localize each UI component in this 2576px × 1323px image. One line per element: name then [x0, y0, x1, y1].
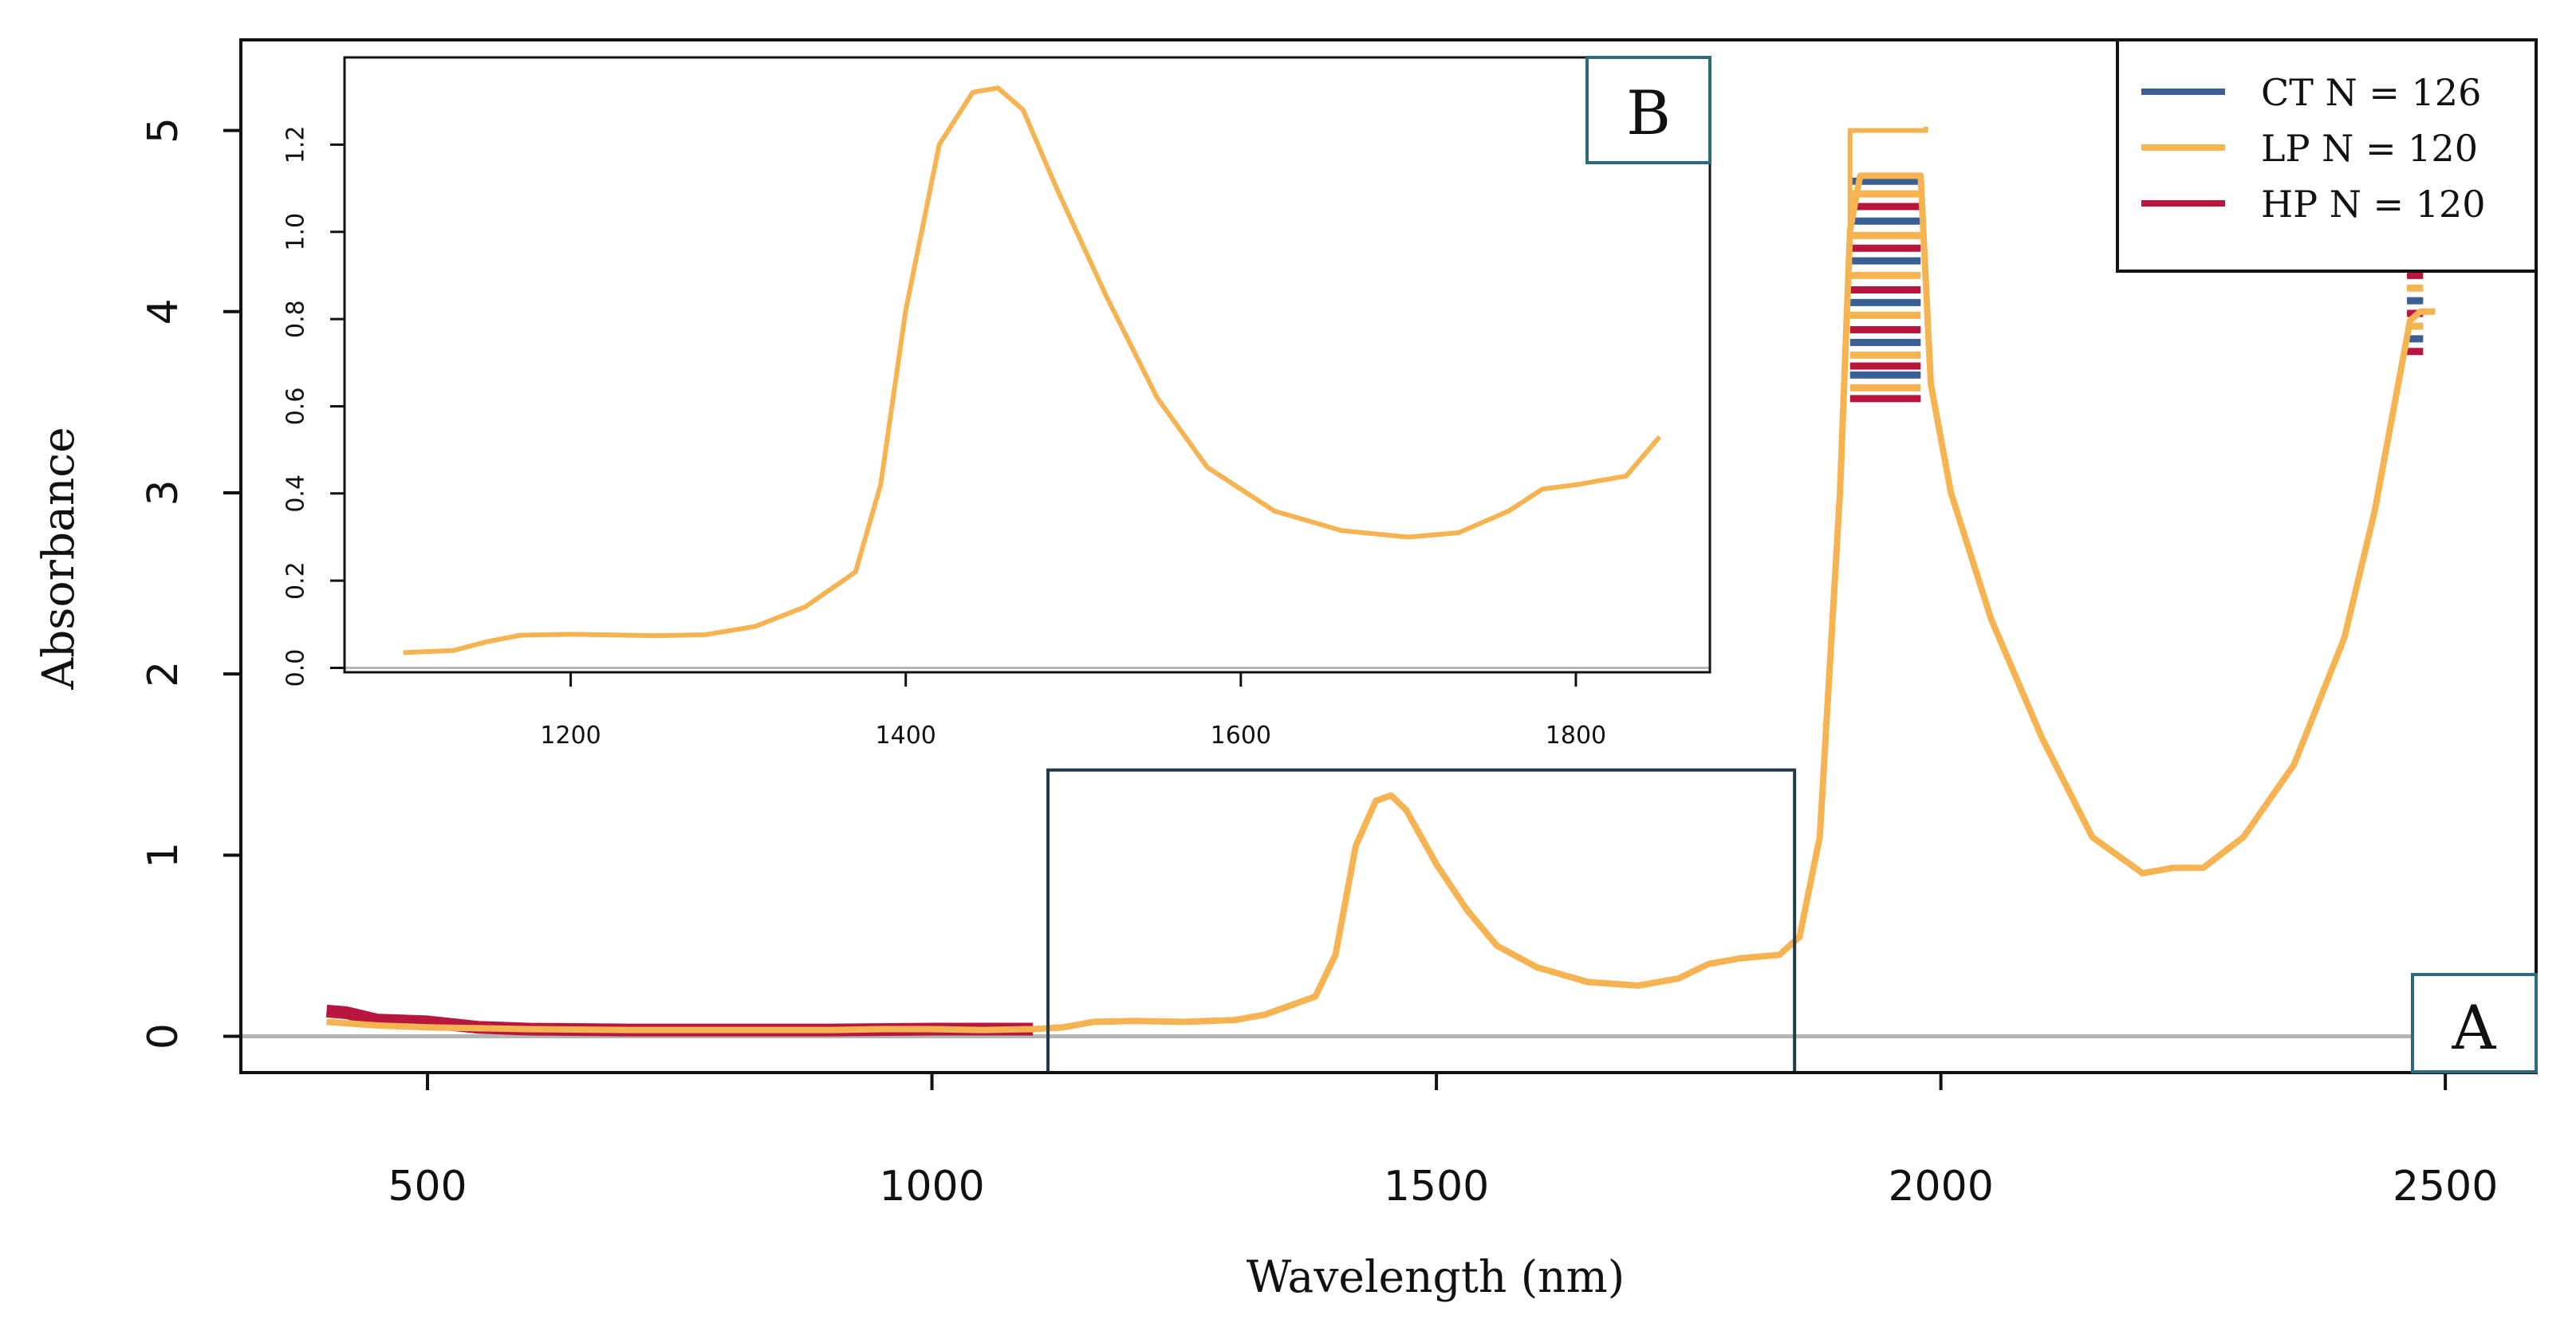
inset-x-tick-label: 1600: [1211, 722, 1271, 750]
inset-y-tick-label: 1.0: [282, 213, 310, 251]
zoom-region-box: [1046, 768, 1797, 1074]
panel-label-b: B: [1585, 56, 1711, 164]
x-tick-label: 2500: [2393, 1163, 2498, 1211]
inset-y-axis: 0.0 0.2 0.4 0.6 0.8 1.0 1.2: [282, 126, 345, 687]
main-absorbance-bands: [1847, 127, 2424, 403]
lp-top-trace: [1847, 127, 1928, 239]
main-x-axis-label: Wavelength (nm): [1247, 1251, 1625, 1302]
inset-x-tick-label: 1800: [1546, 722, 1606, 750]
y-tick-label: 0: [140, 1023, 187, 1049]
main-plot-frame: [239, 38, 2538, 1074]
x-tick-label: 1500: [1384, 1163, 1489, 1211]
inset-x-tick-label: 1400: [876, 722, 936, 750]
y-tick-label: 4: [140, 298, 187, 325]
legend: CT N = 126 LP N = 120 HP N = 120: [2116, 38, 2538, 273]
inset-y-tick-label: 0.0: [282, 649, 310, 687]
main-y-axis: 0 1 2 3 4 5: [140, 117, 241, 1049]
x-tick-label: 500: [388, 1163, 467, 1211]
x-tick-label: 1000: [879, 1163, 984, 1211]
inset-y-tick-label: 0.8: [282, 300, 310, 338]
y-tick-label: 5: [140, 117, 187, 144]
series-line-lp: [326, 172, 2436, 1034]
main-plot: 500 1000 1500 2000 2500 0 1 2 3 4 5 Wavelength (n…: [33, 38, 2538, 1302]
panel-label-b-text: B: [1626, 77, 1671, 148]
main-x-axis: 500 1000 1500 2000 2500: [388, 1073, 2498, 1211]
panel-label-a-text: A: [2452, 992, 2497, 1063]
legend-label: CT N = 126: [2261, 71, 2481, 114]
legend-label: HP N = 120: [2261, 183, 2486, 226]
y-tick-label: 3: [140, 479, 187, 506]
main-y-axis-label: Absorbance: [33, 427, 84, 690]
inset-y-tick-label: 1.2: [282, 126, 310, 164]
inset-y-tick-label: 0.4: [282, 474, 310, 513]
inset-y-tick-label: 0.6: [282, 388, 310, 426]
inset-plot: 1200 1400 1600 1800 0.0 0.2 0.4 0.6 0.8 1.0 1.2 B: [282, 56, 1711, 750]
inset-series-line: [403, 85, 1662, 656]
inset-x-axis: 1200 1400 1600 1800: [540, 672, 1606, 750]
inset-frame: [343, 56, 1711, 674]
inset-y-tick-label: 0.2: [282, 561, 310, 600]
panel-label-a: A: [2411, 973, 2538, 1073]
inset-spectrum-line: [345, 85, 1710, 670]
inset-x-tick-label: 1200: [540, 722, 601, 750]
main-spectra-lines: [241, 172, 2536, 1039]
legend-label: LP N = 120: [2261, 127, 2478, 170]
y-tick-label: 2: [140, 661, 187, 687]
x-tick-label: 2000: [1888, 1163, 1993, 1211]
y-tick-label: 1: [140, 842, 187, 868]
